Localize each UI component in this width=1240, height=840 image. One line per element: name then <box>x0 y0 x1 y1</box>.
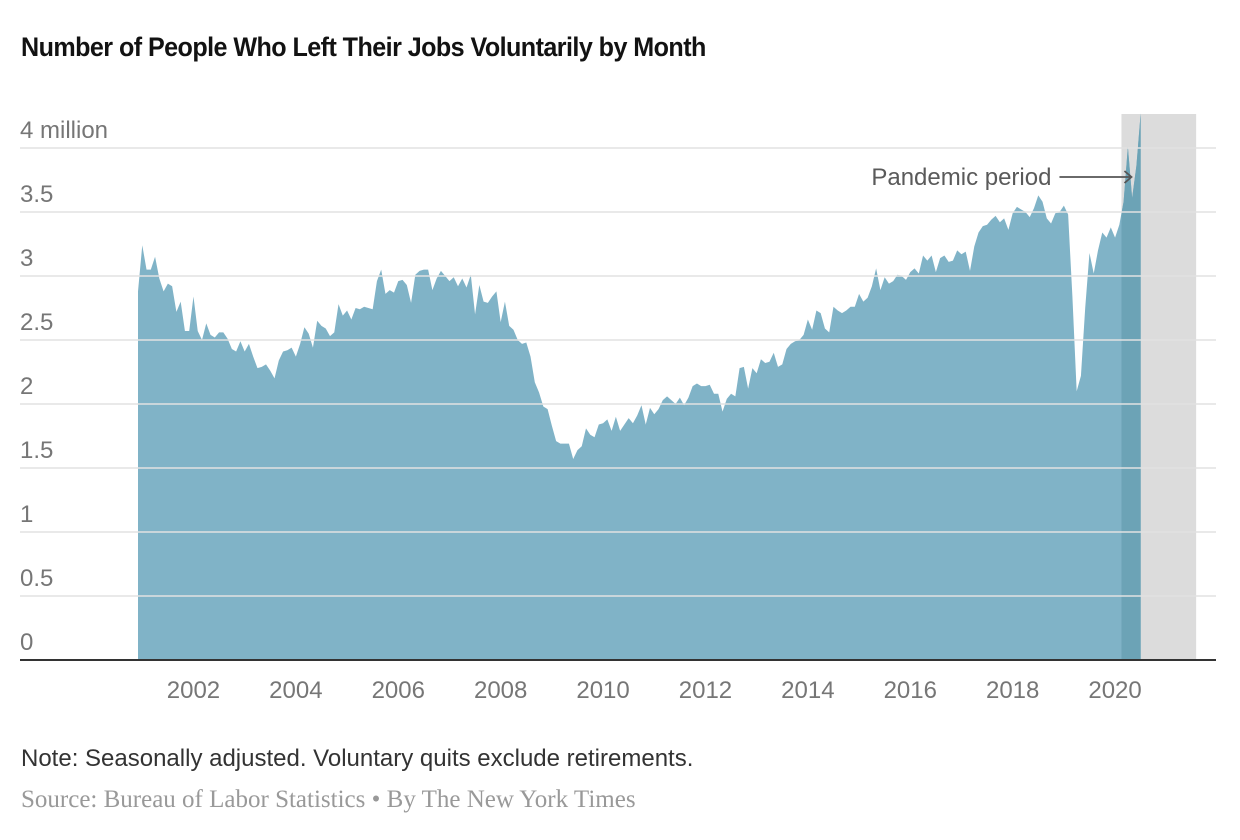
x-tick-label: 2018 <box>986 677 1039 704</box>
x-tick-label: 2010 <box>576 677 629 704</box>
annotation: Pandemic period <box>871 164 1133 191</box>
y-tick-label: 3 <box>20 245 33 272</box>
chart: 00.511.522.533.54 million 2002 2004 2006 20… <box>20 113 1216 704</box>
quits-area <box>138 113 1141 660</box>
separator-dot: • <box>371 786 381 813</box>
y-tick-label: 2 <box>20 373 33 400</box>
chart-source: Source: Bureau of Labor Statistics • By … <box>21 786 636 814</box>
x-tick-label: 2006 <box>372 677 425 704</box>
y-tick-label: 0.5 <box>20 565 53 592</box>
x-tick-label: 2016 <box>884 677 937 704</box>
x-tick-label: 2002 <box>167 677 220 704</box>
y-tick-label: 3.5 <box>20 181 53 208</box>
quits-area-pandemic <box>1121 113 1141 660</box>
y-axis: 0 0.5 1 1.5 2 2.5 3 3.5 4 million <box>20 117 108 656</box>
x-tick-label: 2020 <box>1088 677 1141 704</box>
x-tick-label: 2012 <box>679 677 732 704</box>
x-tick-label: 2004 <box>269 677 322 704</box>
y-tick-label: 1 <box>20 501 33 528</box>
chart-title: Number of People Who Left Their Jobs Vol… <box>21 32 706 62</box>
credit-text: By The New York Times <box>386 786 636 813</box>
gridlines <box>20 147 1216 661</box>
pandemic-label: Pandemic period <box>871 164 1051 191</box>
y-tick-label: 4 million <box>20 117 108 144</box>
arrow-head-icon <box>1123 170 1133 184</box>
y-tick-label: 2.5 <box>20 309 53 336</box>
y-tick-label: 0 <box>20 629 33 656</box>
x-tick-label: 2008 <box>474 677 527 704</box>
area-layer <box>138 113 1141 660</box>
chart-note: Note: Seasonally adjusted. Voluntary qui… <box>21 745 694 772</box>
y-tick-label: 1.5 <box>20 437 53 464</box>
x-axis: 2002 2004 2006 2008 2010 2012 2014 2016 2018 2020 <box>167 677 1142 704</box>
x-tick-label: 2014 <box>781 677 834 704</box>
source-text: Source: Bureau of Labor Statistics <box>21 786 366 813</box>
